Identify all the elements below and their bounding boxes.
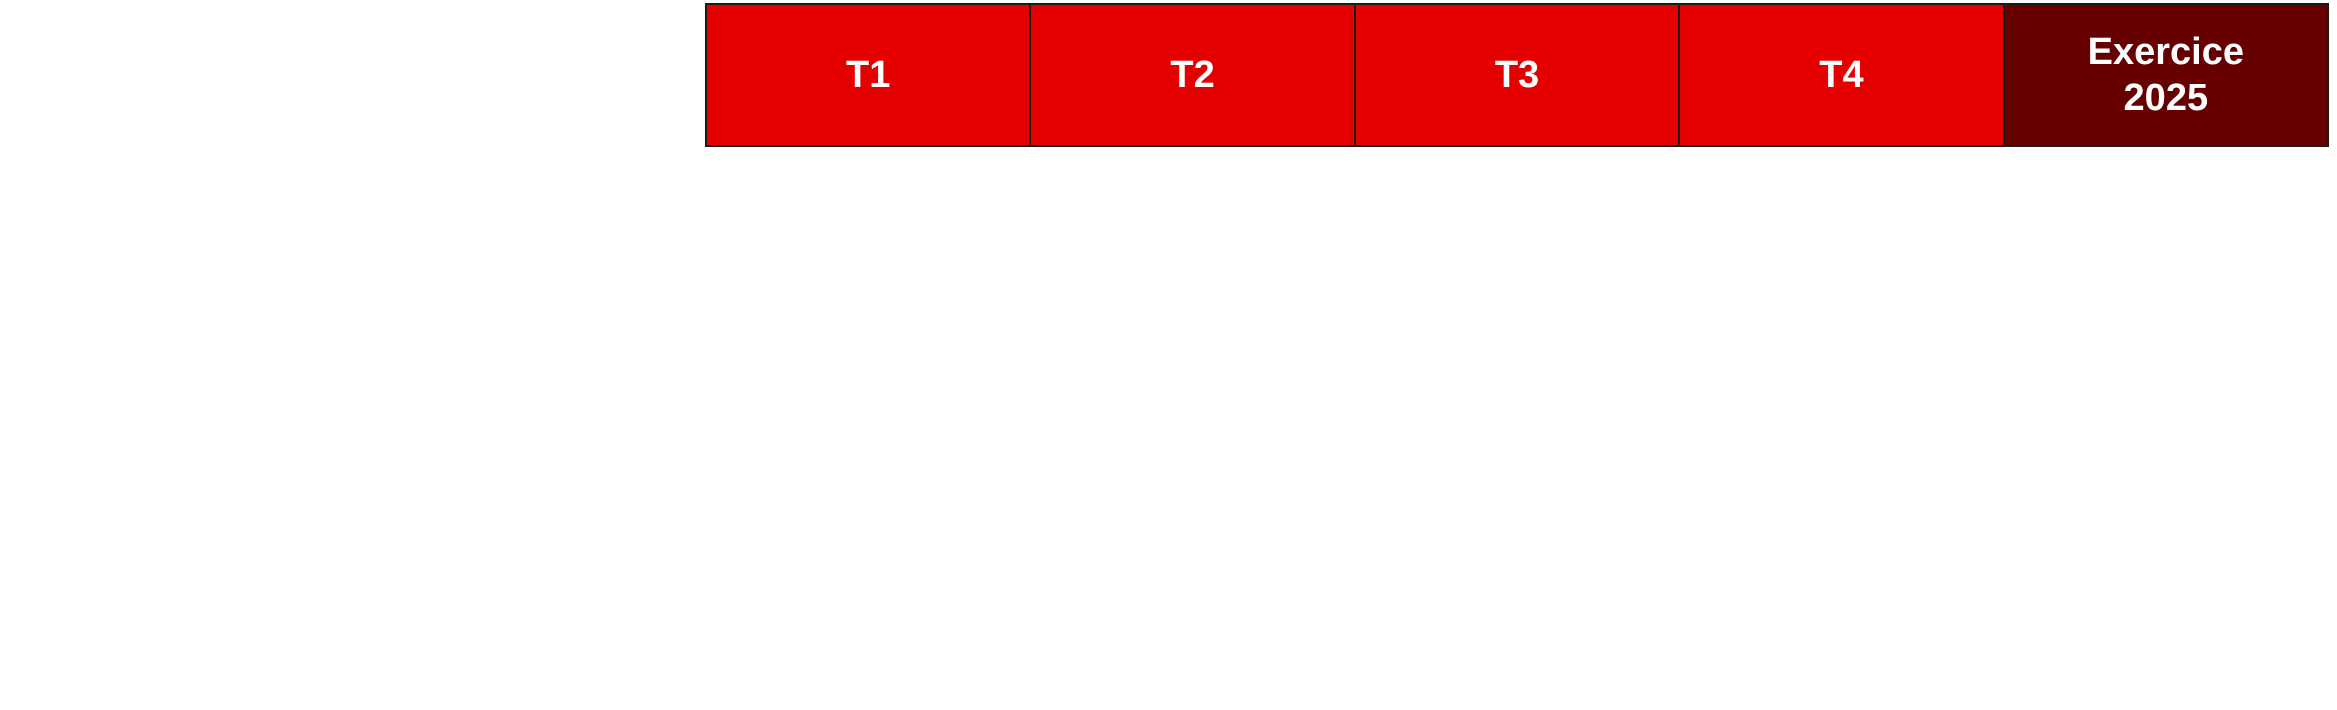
column-header-t2-label: T2: [1170, 54, 1215, 96]
column-header-t3: T3: [1353, 5, 1679, 145]
column-header-t3-label: T3: [1494, 54, 1540, 96]
column-header-t4-label: T4: [1819, 54, 1864, 96]
period-header-table: T1 T2 T3 T4 Exercice 2025: [705, 3, 2329, 147]
column-header-t1: T1: [707, 5, 1030, 145]
column-header-fiscal-year: Exercice 2025: [2002, 5, 2328, 145]
fiscal-year-value: 2025: [2123, 77, 2209, 119]
fiscal-year-label: Exercice: [2087, 31, 2245, 73]
column-header-t2: T2: [1029, 5, 1354, 145]
column-header-t4: T4: [1678, 5, 2003, 145]
column-header-t1-label: T1: [846, 54, 891, 96]
